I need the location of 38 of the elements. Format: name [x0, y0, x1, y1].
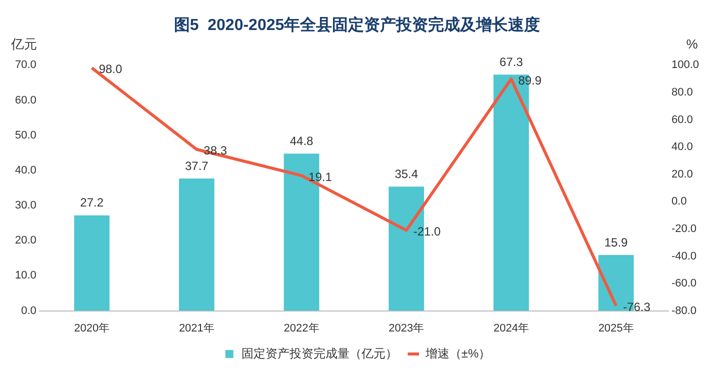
y2-tick-label: -60.0 [671, 278, 697, 290]
x-tick-label: 2025年 [598, 322, 634, 334]
y2-tick-label: -40.0 [671, 250, 697, 262]
y-tick-label: 30.0 [14, 200, 36, 212]
x-tick-label: 2022年 [284, 322, 320, 334]
x-tick-label: 2021年 [178, 322, 214, 334]
y2-tick-label: 80.0 [671, 86, 693, 99]
data-label: 37.7 [184, 158, 209, 173]
y-tick-label: 60.0 [14, 94, 36, 106]
y2-tick-label: 0.0 [671, 196, 687, 208]
data-label: 98.0 [98, 62, 123, 76]
bar [178, 178, 214, 311]
bar [74, 215, 110, 311]
legend-label: 增速（±%） [424, 346, 491, 360]
y-tick-label: 50.0 [14, 129, 36, 142]
y-tick-label: 70.0 [14, 59, 36, 72]
data-label: 67.3 [500, 54, 524, 69]
y2-tick-label: 40.0 [671, 141, 693, 154]
y2-axis-title: % [686, 36, 698, 52]
y-tick-label: 40.0 [14, 164, 36, 176]
data-label: 27.2 [80, 196, 104, 210]
y2-tick-label: -20.0 [671, 222, 697, 235]
chart-title: 图5 2020-2025年全县固定资产投资完成及增长速度 [174, 15, 540, 34]
y2-tick-label: 100.0 [671, 59, 700, 72]
data-label: 44.8 [290, 134, 314, 148]
y-axis-title: 亿元 [10, 36, 37, 52]
y-tick-label: 20.0 [14, 234, 36, 247]
x-tick-label: 2024年 [493, 322, 529, 334]
legend-label: 固定资产投资完成量（亿元） [241, 346, 398, 360]
data-label: 15.9 [604, 235, 628, 250]
data-label: 35.4 [394, 166, 418, 181]
x-tick-label: 2023年 [388, 322, 424, 334]
y2-tick-label: 60.0 [671, 114, 693, 126]
x-tick-label: 2020年 [74, 322, 110, 334]
y2-tick-label: 20.0 [671, 168, 693, 180]
y2-tick-label: -80.0 [671, 304, 697, 317]
y-tick-label: 0.0 [21, 304, 36, 317]
y-tick-label: 10.0 [14, 270, 36, 282]
